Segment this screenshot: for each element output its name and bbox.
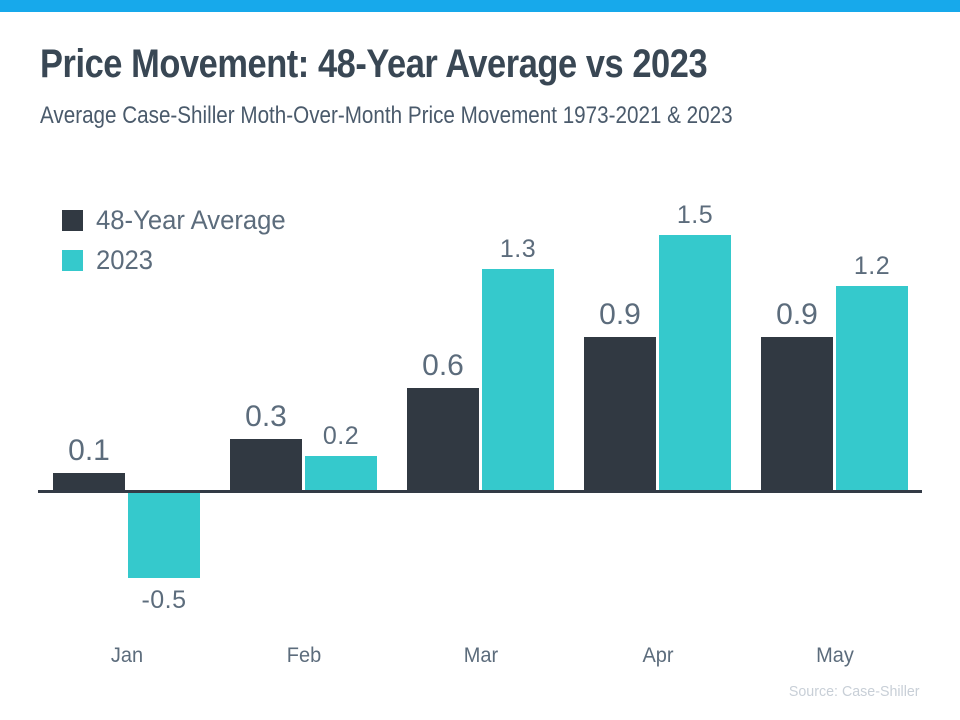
bar-48-year-average-feb <box>230 439 302 490</box>
bar-value-label-48-year-average-apr: 0.9 <box>599 298 641 331</box>
x-tick-apr: Apr <box>641 644 674 667</box>
bar-48-year-average-may <box>761 337 833 490</box>
bar-value-label-48-year-average-mar: 0.6 <box>422 349 464 382</box>
bar-48-year-average-jan <box>53 473 125 490</box>
bar-2023-jan <box>128 493 200 578</box>
bar-2023-feb <box>305 456 377 490</box>
chart-legend: 48-Year Average 2023 <box>62 200 296 280</box>
bar-value-label-2023-apr: 1.5 <box>676 201 714 229</box>
legend-swatch-48-year-average <box>62 209 83 231</box>
bar-2023-may <box>836 286 908 490</box>
bar-2023-apr <box>659 235 731 490</box>
bar-value-label-48-year-average-jan: 0.1 <box>68 434 110 467</box>
bar-2023-mar <box>482 269 554 490</box>
bar-value-label-2023-jan: -0.5 <box>141 586 187 614</box>
top-accent-bar <box>0 0 960 12</box>
legend-item-48-year-average: 48-Year Average <box>62 200 296 240</box>
x-axis-tick-labels: Jan Feb Mar Apr May <box>38 644 922 672</box>
x-tick-feb: Feb <box>286 644 321 667</box>
x-tick-mar: Mar <box>463 644 498 667</box>
bar-48-year-average-apr <box>584 337 656 490</box>
bar-48-year-average-mar <box>407 388 479 490</box>
page-title: Price Movement: 48-Year Average vs 2023 <box>40 42 708 86</box>
bar-value-label-2023-mar: 1.3 <box>499 235 537 263</box>
bar-value-label-2023-may: 1.2 <box>853 252 891 280</box>
legend-label-48-year-average: 48-Year Average <box>96 204 286 235</box>
bar-value-label-2023-feb: 0.2 <box>322 422 360 450</box>
bar-chart-plot-area: 0.1 -0.5 0.3 0.2 0.6 1.3 0.9 1.5 0.9 1.2 <box>38 180 922 640</box>
x-tick-jan: Jan <box>110 644 143 667</box>
x-axis-line <box>38 490 922 493</box>
legend-swatch-2023 <box>62 249 83 271</box>
bar-value-label-48-year-average-feb: 0.3 <box>245 400 287 433</box>
legend-item-2023: 2023 <box>62 240 296 280</box>
legend-label-2023: 2023 <box>96 244 154 275</box>
source-caption: Source: Case-Shiller <box>789 683 920 700</box>
bar-value-label-48-year-average-may: 0.9 <box>776 298 818 331</box>
x-tick-may: May <box>815 644 854 667</box>
page-subtitle: Average Case-Shiller Moth-Over-Month Pri… <box>40 102 733 129</box>
